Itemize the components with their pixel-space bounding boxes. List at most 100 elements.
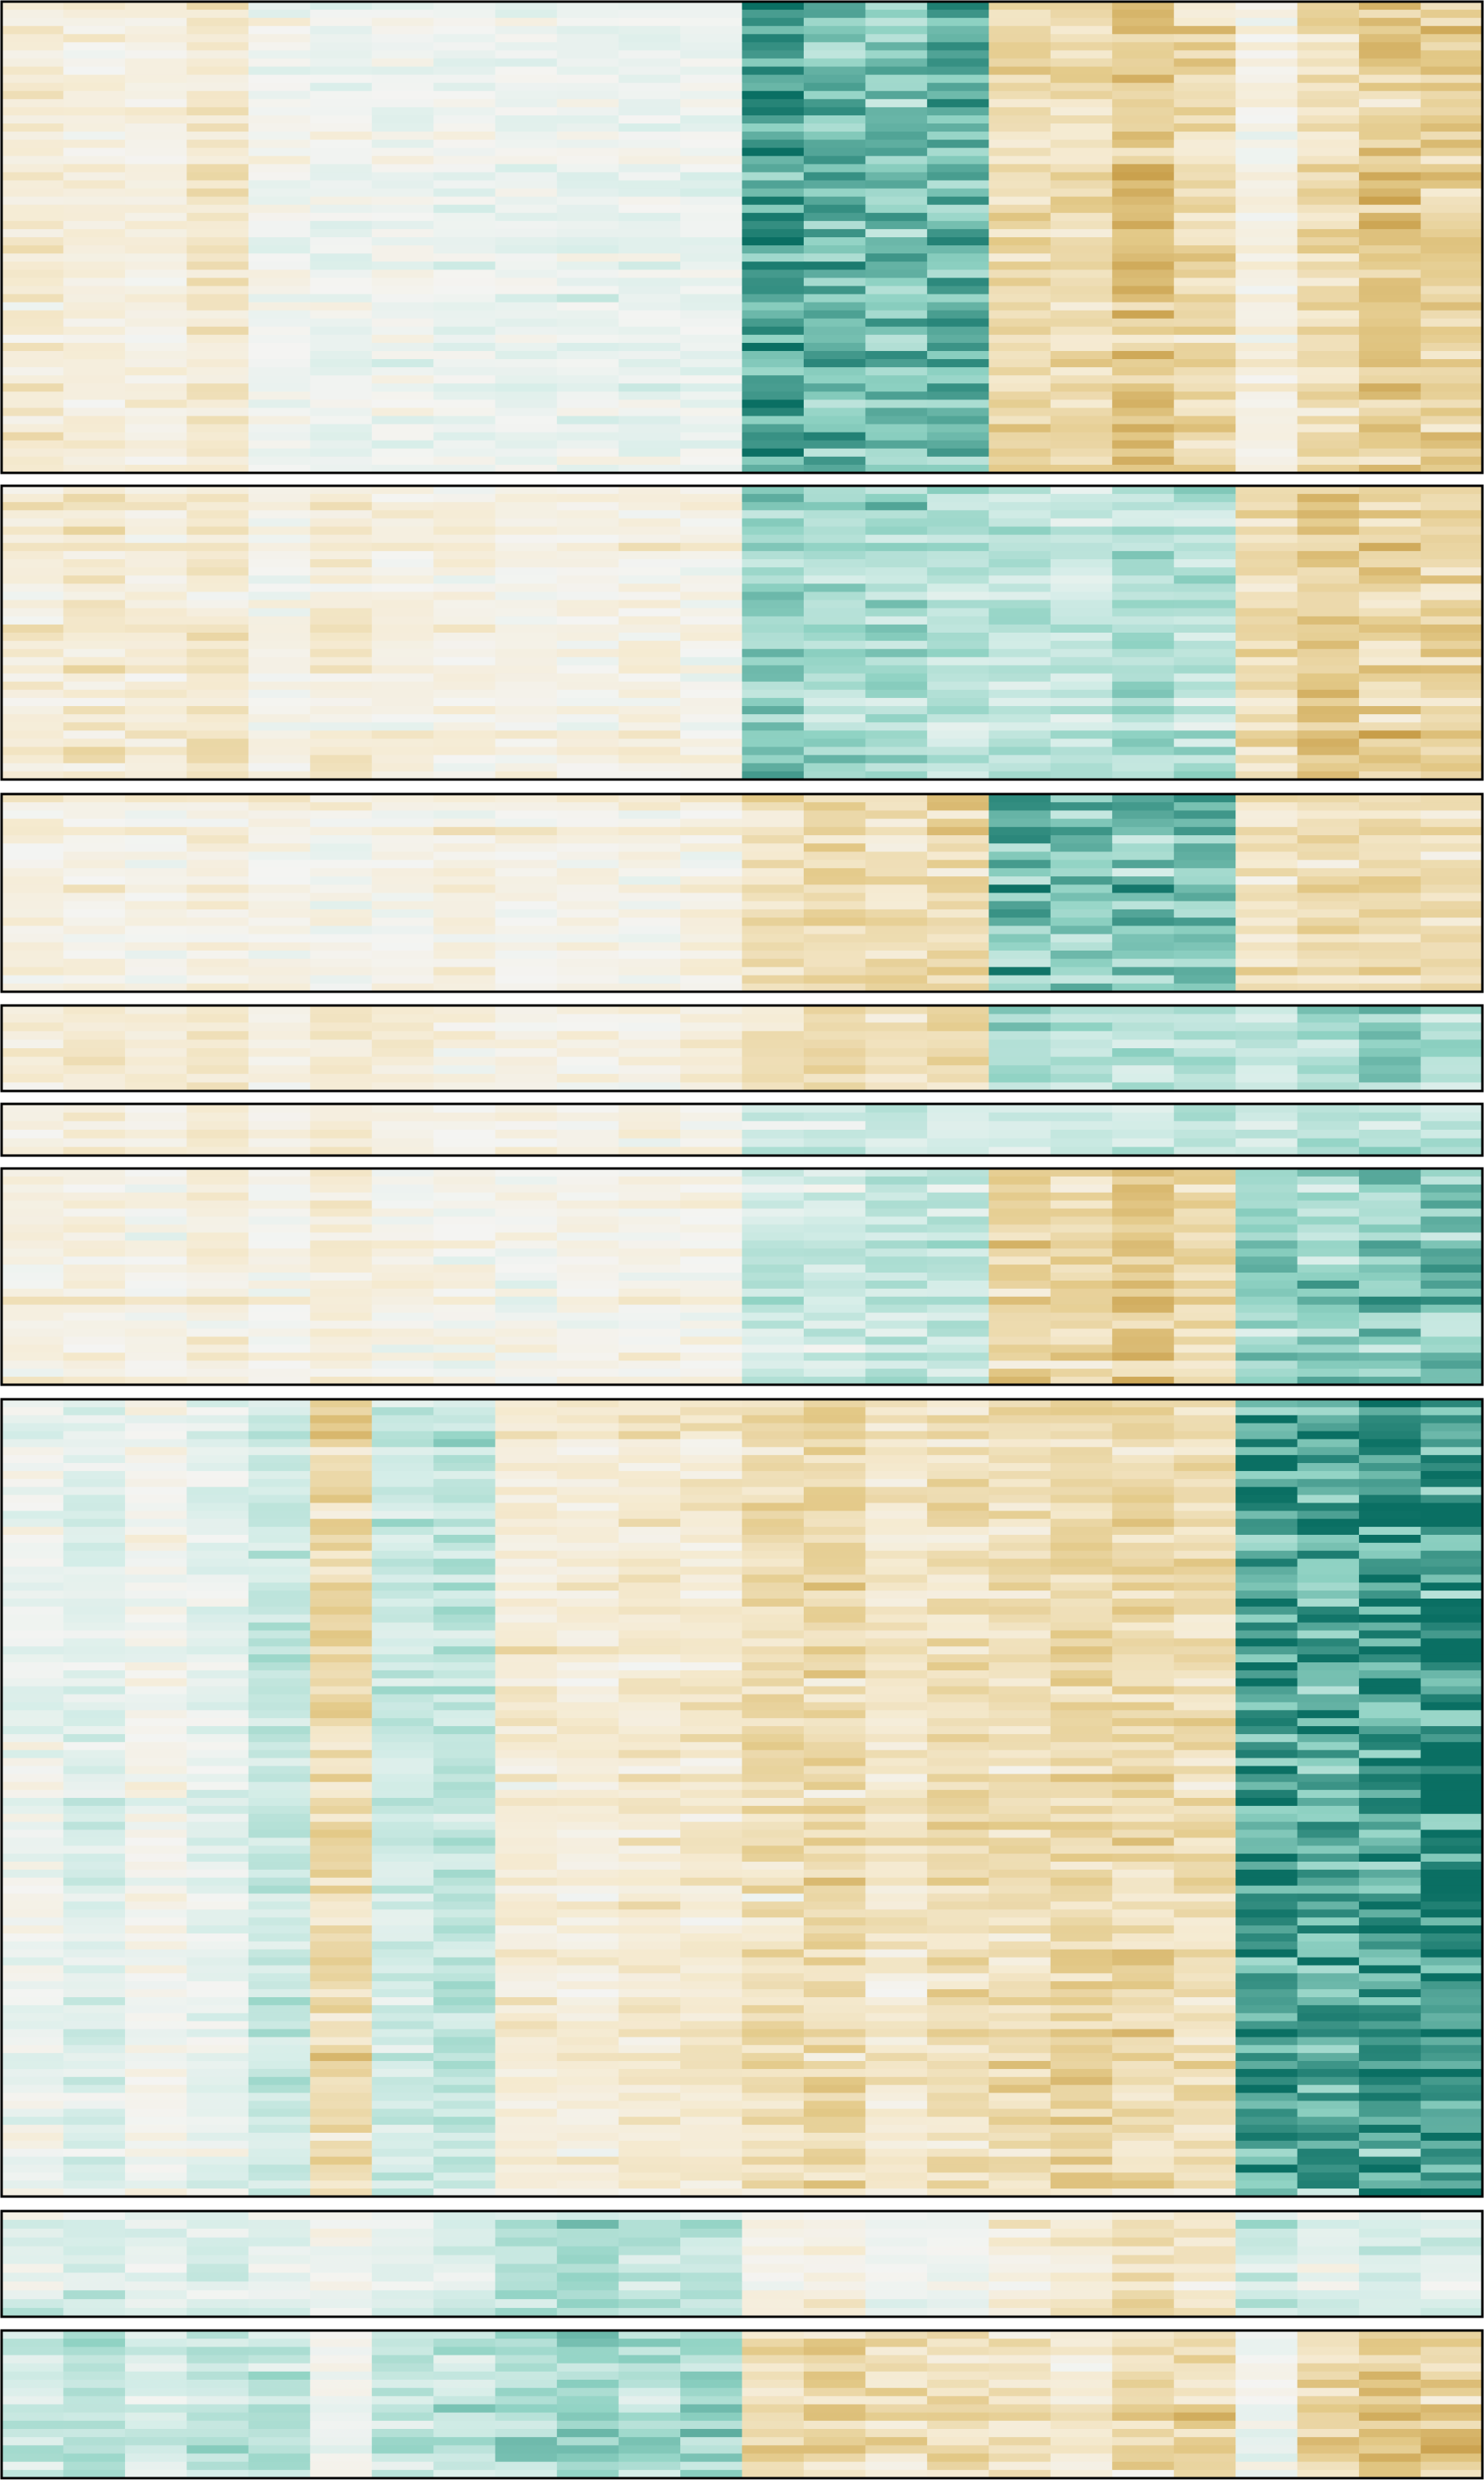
heatmap-cell bbox=[803, 802, 867, 812]
heatmap-cell bbox=[1112, 1361, 1175, 1369]
heatmap-cell bbox=[433, 456, 496, 466]
heatmap-cell bbox=[618, 1377, 681, 1386]
heatmap-cell bbox=[1050, 82, 1113, 92]
heatmap-cell bbox=[124, 1550, 187, 1560]
heatmap-cell bbox=[371, 1478, 434, 1488]
heatmap-cell bbox=[186, 494, 249, 503]
heatmap-cell bbox=[1235, 212, 1298, 222]
heatmap-cell bbox=[989, 367, 1051, 376]
heatmap-cell bbox=[124, 567, 187, 576]
heatmap-cell bbox=[124, 1694, 187, 1703]
heatmap-cell bbox=[1297, 494, 1360, 503]
heatmap-cell bbox=[618, 1168, 681, 1177]
heatmap-cell bbox=[1173, 534, 1236, 544]
heatmap-cell bbox=[310, 164, 373, 173]
heatmap-cell bbox=[1050, 180, 1113, 190]
heatmap-cell bbox=[680, 50, 743, 60]
heatmap-cell bbox=[310, 1599, 373, 1607]
heatmap-cell bbox=[63, 245, 126, 254]
heatmap-cell bbox=[989, 1662, 1051, 1671]
heatmap-cell bbox=[63, 294, 126, 303]
heatmap-cell bbox=[186, 245, 249, 254]
heatmap-cell bbox=[1173, 502, 1236, 511]
heatmap-cell bbox=[2, 867, 65, 877]
heatmap-cell bbox=[618, 1200, 681, 1210]
heatmap-cell bbox=[989, 1614, 1051, 1624]
heatmap-cell bbox=[63, 1733, 126, 1743]
heatmap-cell bbox=[1112, 58, 1175, 68]
heatmap-cell bbox=[1359, 448, 1422, 458]
heatmap-cell bbox=[433, 1256, 496, 1265]
heatmap-cell bbox=[989, 1273, 1051, 1281]
heatmap-cell bbox=[124, 156, 187, 165]
heatmap-cell bbox=[865, 1749, 928, 1759]
heatmap-cell bbox=[63, 1749, 126, 1759]
heatmap-cell bbox=[1359, 334, 1422, 344]
heatmap-cell bbox=[1235, 440, 1298, 449]
heatmap-cell bbox=[989, 408, 1051, 417]
heatmap-cell bbox=[865, 901, 928, 910]
heatmap-cell bbox=[433, 1702, 496, 1711]
heatmap-cell bbox=[865, 464, 928, 474]
heatmap-cell bbox=[803, 673, 867, 683]
heatmap-cell bbox=[310, 1104, 373, 1114]
heatmap-cell bbox=[865, 826, 928, 836]
heatmap-cell bbox=[1050, 18, 1113, 27]
heatmap-cell bbox=[248, 399, 311, 409]
heatmap-cell bbox=[1235, 1566, 1298, 1575]
heatmap-cell bbox=[1235, 180, 1298, 190]
heatmap-cell bbox=[1297, 649, 1360, 658]
heatmap-cell bbox=[742, 714, 805, 723]
heatmap-cell bbox=[680, 1741, 743, 1751]
heatmap-cell bbox=[186, 399, 249, 409]
heatmap-cell bbox=[371, 1710, 434, 1719]
heatmap-cell bbox=[557, 1758, 620, 1767]
heatmap-cell bbox=[1420, 600, 1483, 609]
heatmap-cell bbox=[926, 82, 989, 92]
heatmap-cell bbox=[865, 1574, 928, 1583]
heatmap-cell bbox=[989, 1022, 1051, 1032]
heatmap-cell bbox=[1297, 1439, 1360, 1448]
heatmap-cell bbox=[1359, 722, 1422, 731]
heatmap-cell bbox=[1050, 843, 1113, 853]
heatmap-cell bbox=[371, 1758, 434, 1767]
heatmap-cell bbox=[989, 1312, 1051, 1322]
heatmap-cell bbox=[310, 399, 373, 409]
heatmap-cell bbox=[1050, 1718, 1113, 1727]
heatmap-cell bbox=[1297, 1240, 1360, 1249]
heatmap-cell bbox=[926, 1599, 989, 1607]
heatmap-cell bbox=[186, 1121, 249, 1131]
heatmap-cell bbox=[1359, 1662, 1422, 1671]
heatmap-cell bbox=[1050, 383, 1113, 392]
heatmap-cell bbox=[124, 1662, 187, 1671]
heatmap-cell bbox=[124, 706, 187, 715]
heatmap-cell bbox=[989, 1030, 1051, 1040]
heatmap-cell bbox=[186, 204, 249, 214]
heatmap-cell bbox=[803, 220, 867, 230]
heatmap-cell bbox=[742, 1147, 805, 1156]
heatmap-cell bbox=[1297, 1741, 1360, 1751]
heatmap-cell bbox=[926, 98, 989, 108]
heatmap-cell bbox=[618, 253, 681, 262]
heatmap-cell bbox=[742, 1168, 805, 1177]
heatmap-cell bbox=[248, 1138, 311, 1147]
heatmap-cell bbox=[1235, 464, 1298, 474]
heatmap-cell bbox=[742, 34, 805, 43]
heatmap-cell bbox=[186, 1766, 249, 1774]
heatmap-cell bbox=[803, 1280, 867, 1290]
heatmap-cell bbox=[1297, 132, 1360, 140]
heatmap-cell bbox=[989, 391, 1051, 400]
heatmap-cell bbox=[1420, 1478, 1483, 1488]
heatmap-cell bbox=[557, 1296, 620, 1306]
heatmap-cell bbox=[124, 50, 187, 60]
heatmap-cell bbox=[1173, 212, 1236, 222]
heatmap-cell bbox=[124, 310, 187, 320]
heatmap-cell bbox=[803, 107, 867, 116]
heatmap-cell bbox=[433, 1184, 496, 1193]
heatmap-cell bbox=[989, 1256, 1051, 1265]
heatmap-cell bbox=[124, 818, 187, 828]
heatmap-cell bbox=[865, 1423, 928, 1432]
heatmap-cell bbox=[865, 1407, 928, 1416]
heatmap-cell bbox=[742, 851, 805, 861]
heatmap-cell bbox=[618, 689, 681, 699]
